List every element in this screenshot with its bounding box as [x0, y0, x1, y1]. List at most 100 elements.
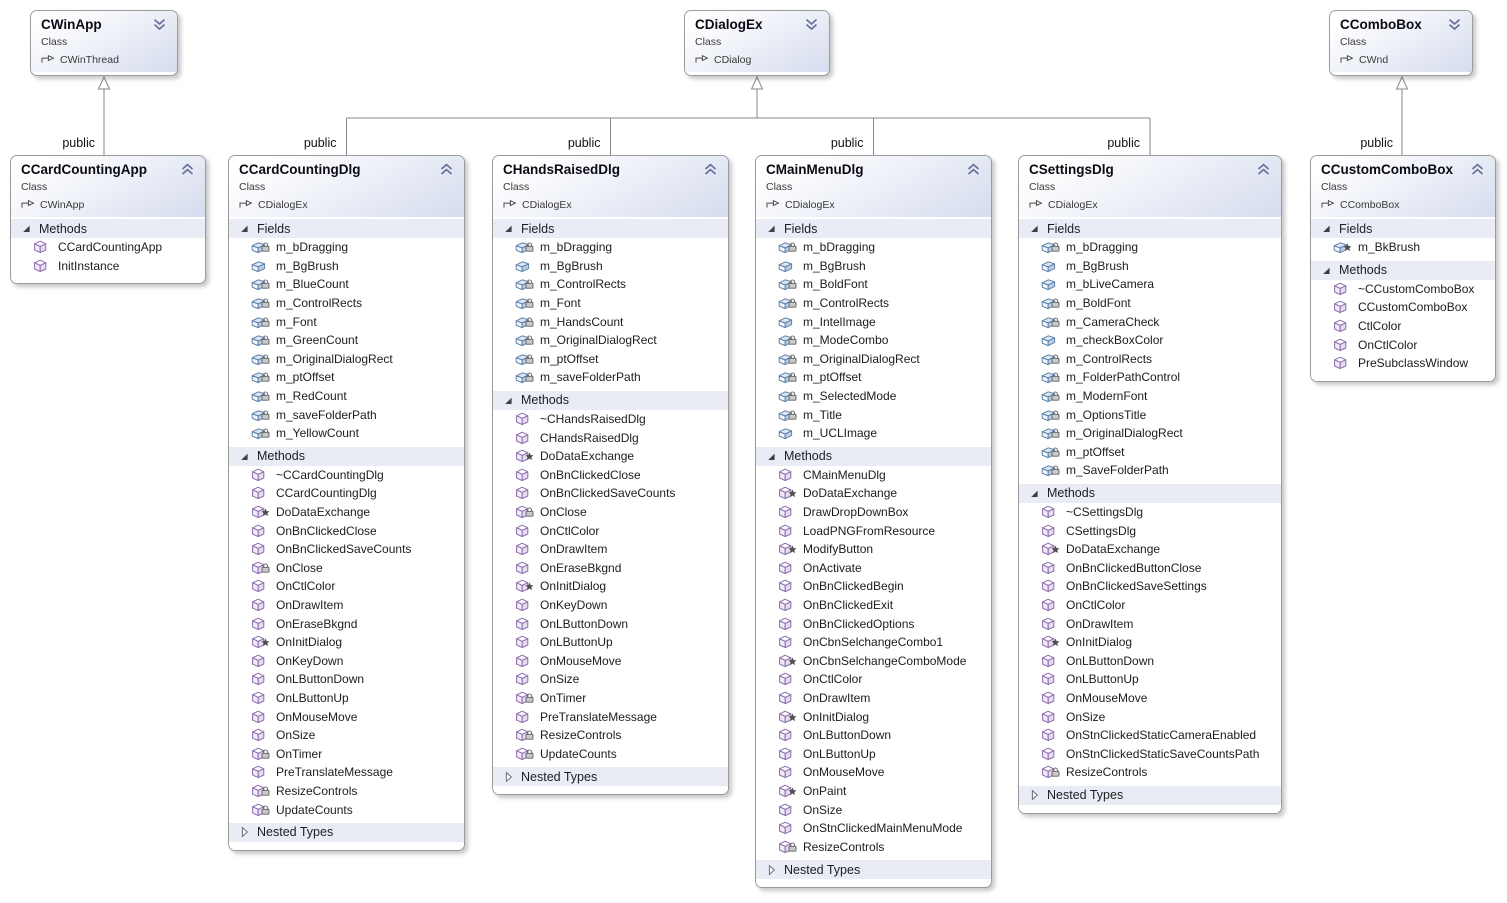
expander-collapsed-icon[interactable] [502, 771, 513, 783]
class-box-chandsraiseddlg[interactable]: CHandsRaisedDlg Class CDialogEx Fields m_bDr… [492, 155, 729, 796]
member-row[interactable]: OnDrawItem [493, 540, 728, 559]
member-row[interactable]: m_bDragging [756, 238, 991, 257]
collapse-chevron-icon[interactable] [1470, 163, 1485, 181]
member-row[interactable]: ~CCardCountingDlg [229, 466, 464, 485]
member-row[interactable]: m_CameraCheck [1019, 312, 1281, 331]
section-header-methods[interactable]: Methods [493, 390, 728, 410]
member-row[interactable]: m_OriginalDialogRect [756, 350, 991, 369]
member-row[interactable]: m_ptOffset [493, 350, 728, 369]
member-row[interactable]: m_bDragging [1019, 238, 1281, 257]
section-header-methods[interactable]: Methods [229, 446, 464, 466]
class-box-ccombobox[interactable]: CComboBox Class CWnd [1329, 10, 1473, 76]
member-row[interactable]: m_BkBrush [1311, 238, 1495, 257]
member-row[interactable]: OnCbnSelchangeComboMode [756, 651, 991, 670]
class-box-cmainmenudlg[interactable]: CMainMenuDlg Class CDialogEx Fields m_bDragg… [755, 155, 992, 888]
member-row[interactable]: m_GreenCount [229, 331, 464, 350]
member-row[interactable]: OnStnClickedStaticCameraEnabled [1019, 726, 1281, 745]
expander-expanded-icon[interactable] [238, 223, 249, 234]
section-header-methods[interactable]: Methods [1019, 483, 1281, 503]
section-header-methods[interactable]: Methods [11, 219, 205, 238]
section-header-methods[interactable]: Methods [1311, 260, 1495, 280]
member-row[interactable]: OnActivate [756, 559, 991, 578]
expander-expanded-icon[interactable] [765, 451, 776, 462]
member-row[interactable]: m_UCLImage [756, 424, 991, 443]
collapse-chevron-icon[interactable] [703, 163, 718, 181]
member-row[interactable]: OnBnClickedBegin [756, 577, 991, 596]
expand-chevron-icon[interactable] [1447, 18, 1462, 36]
member-row[interactable]: ~CCustomComboBox [1311, 280, 1495, 299]
section-header-nested-types[interactable]: Nested Types [1019, 785, 1281, 805]
member-row[interactable]: OnLButtonUp [756, 744, 991, 763]
member-row[interactable]: m_bDragging [493, 238, 728, 257]
class-box-cdialogex[interactable]: CDialogEx Class CDialog [684, 10, 830, 76]
member-row[interactable]: ModifyButton [756, 540, 991, 559]
member-row[interactable]: OnLButtonDown [756, 726, 991, 745]
member-row[interactable]: m_FolderPathControl [1019, 368, 1281, 387]
expander-expanded-icon[interactable] [765, 223, 776, 234]
member-row[interactable]: m_BlueCount [229, 275, 464, 294]
member-row[interactable]: m_RedCount [229, 387, 464, 406]
section-header-fields[interactable]: Fields [756, 219, 991, 238]
member-row[interactable]: CSettingsDlg [1019, 521, 1281, 540]
member-row[interactable]: OnDrawItem [1019, 614, 1281, 633]
member-row[interactable]: OnBnClickedButtonClose [1019, 559, 1281, 578]
member-row[interactable]: OnLButtonDown [1019, 651, 1281, 670]
class-box-ccardcountingdlg[interactable]: CCardCountingDlg Class CDialogEx Fields m_bD… [228, 155, 465, 851]
class-box-ccardcountingapp[interactable]: CCardCountingApp Class CWinApp Methods CCard… [10, 155, 206, 285]
member-row[interactable]: OnSize [229, 726, 464, 745]
member-row[interactable]: OnPaint [756, 782, 991, 801]
expander-expanded-icon[interactable] [1320, 223, 1331, 234]
member-row[interactable]: OnKeyDown [229, 651, 464, 670]
member-row[interactable]: m_YellowCount [229, 424, 464, 443]
member-row[interactable]: CMainMenuDlg [756, 466, 991, 485]
member-row[interactable]: ResizeControls [229, 782, 464, 801]
member-row[interactable]: OnTimer [229, 744, 464, 763]
member-row[interactable]: LoadPNGFromResource [756, 521, 991, 540]
member-row[interactable]: OnLButtonUp [229, 689, 464, 708]
section-header-fields[interactable]: Fields [1311, 219, 1495, 238]
member-row[interactable]: DoDataExchange [229, 503, 464, 522]
member-row[interactable]: m_HandsCount [493, 312, 728, 331]
expander-expanded-icon[interactable] [502, 395, 513, 406]
member-row[interactable]: OnKeyDown [493, 596, 728, 615]
member-row[interactable]: CCardCountingApp [11, 238, 205, 257]
member-row[interactable]: PreTranslateMessage [229, 763, 464, 782]
member-row[interactable]: m_checkBoxColor [1019, 331, 1281, 350]
member-row[interactable]: OnCtlColor [229, 577, 464, 596]
member-row[interactable]: OnEraseBkgnd [229, 614, 464, 633]
member-row[interactable]: ~CHandsRaisedDlg [493, 410, 728, 429]
member-row[interactable]: m_saveFolderPath [229, 405, 464, 424]
member-row[interactable]: OnInitDialog [1019, 633, 1281, 652]
member-row[interactable]: m_BgBrush [493, 257, 728, 276]
expander-expanded-icon[interactable] [1028, 488, 1039, 499]
member-row[interactable]: OnBnClickedExit [756, 596, 991, 615]
section-header-fields[interactable]: Fields [493, 219, 728, 238]
member-row[interactable]: OnLButtonUp [493, 633, 728, 652]
member-row[interactable]: m_ControlRects [229, 294, 464, 313]
member-row[interactable]: m_saveFolderPath [493, 368, 728, 387]
expander-expanded-icon[interactable] [1028, 223, 1039, 234]
member-row[interactable]: m_BoldFont [756, 275, 991, 294]
member-row[interactable]: m_BgBrush [229, 257, 464, 276]
collapse-chevron-icon[interactable] [439, 163, 454, 181]
member-row[interactable]: m_IntelImage [756, 312, 991, 331]
class-box-csettingsdlg[interactable]: CSettingsDlg Class CDialogEx Fields m_bDragg… [1018, 155, 1282, 814]
expander-collapsed-icon[interactable] [1028, 789, 1039, 801]
member-row[interactable]: OnDrawItem [229, 596, 464, 615]
member-row[interactable]: OnCtlColor [493, 521, 728, 540]
expander-expanded-icon[interactable] [20, 223, 31, 234]
member-row[interactable]: OnCtlColor [1019, 596, 1281, 615]
member-row[interactable]: ResizeControls [1019, 763, 1281, 782]
member-row[interactable]: OnEraseBkgnd [493, 559, 728, 578]
member-row[interactable]: OnSize [493, 670, 728, 689]
expand-chevron-icon[interactable] [152, 18, 167, 36]
section-header-fields[interactable]: Fields [1019, 219, 1281, 238]
expander-collapsed-icon[interactable] [238, 826, 249, 838]
member-row[interactable]: OnSize [756, 800, 991, 819]
member-row[interactable]: m_ControlRects [1019, 350, 1281, 369]
member-row[interactable]: m_SaveFolderPath [1019, 461, 1281, 480]
member-row[interactable]: OnLButtonDown [229, 670, 464, 689]
expand-chevron-icon[interactable] [804, 18, 819, 36]
member-row[interactable]: OnClose [493, 503, 728, 522]
member-row[interactable]: m_OptionsTitle [1019, 405, 1281, 424]
